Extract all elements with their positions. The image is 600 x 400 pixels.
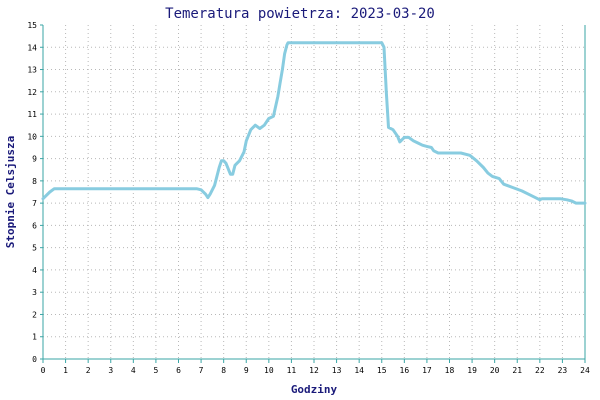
y-tick-label: 7 <box>32 199 37 208</box>
x-tick-label: 7 <box>199 366 204 375</box>
y-tick-label: 10 <box>27 132 37 141</box>
y-tick-label: 4 <box>32 266 37 275</box>
x-tick-label: 5 <box>154 366 159 375</box>
axes <box>40 24 586 363</box>
y-tick-label: 9 <box>32 155 37 164</box>
y-tick-label: 0 <box>32 355 37 364</box>
x-tick-label: 12 <box>309 366 319 375</box>
x-tick-label: 11 <box>287 366 297 375</box>
grid <box>43 25 585 359</box>
y-tick-label: 3 <box>32 288 37 297</box>
x-tick-label: 10 <box>264 366 274 375</box>
y-tick-label: 1 <box>32 333 37 342</box>
tick-labels: 0 1 2 3 4 5 6 7 8 9 10 11 12 13 14 15 16 17 18 19 20 21 22 23 24… <box>27 21 590 375</box>
x-tick-label: 21 <box>512 366 522 375</box>
y-tick-label: 2 <box>32 310 37 319</box>
temperature-line-series-0 <box>41 41 587 205</box>
y-tick-label: 8 <box>32 177 37 186</box>
x-tick-label: 0 <box>41 366 46 375</box>
x-tick-label: 19 <box>467 366 477 375</box>
x-tick-label: 16 <box>400 366 410 375</box>
y-tick-label: 5 <box>32 244 37 253</box>
x-axis-label: Godziny <box>291 383 338 396</box>
y-tick-label: 6 <box>32 221 37 230</box>
x-tick-label: 13 <box>332 366 342 375</box>
x-tick-label: 17 <box>422 366 432 375</box>
x-tick-label: 8 <box>221 366 226 375</box>
y-tick-label: 11 <box>27 110 37 119</box>
y-tick-label: 15 <box>27 21 37 30</box>
x-tick-label: 23 <box>558 366 568 375</box>
x-tick-label: 9 <box>244 366 249 375</box>
x-tick-label: 14 <box>354 366 364 375</box>
x-tick-label: 3 <box>108 366 113 375</box>
y-axis-label: Stopnie Celsjusza <box>4 136 17 249</box>
y-tick-label: 14 <box>27 43 37 52</box>
series-layer <box>41 41 587 205</box>
chart-title: Temeratura powietrza: 2023-03-20 <box>165 6 435 22</box>
y-tick-label: 13 <box>27 66 37 75</box>
x-tick-label: 22 <box>535 366 545 375</box>
x-tick-label: 24 <box>580 366 590 375</box>
y-tick-label: 12 <box>27 88 37 97</box>
x-tick-label: 4 <box>131 366 136 375</box>
x-tick-label: 15 <box>377 366 387 375</box>
x-tick-label: 20 <box>490 366 500 375</box>
x-tick-label: 1 <box>63 366 68 375</box>
x-tick-label: 2 <box>86 366 91 375</box>
x-tick-label: 18 <box>445 366 455 375</box>
x-tick-label: 6 <box>176 366 181 375</box>
